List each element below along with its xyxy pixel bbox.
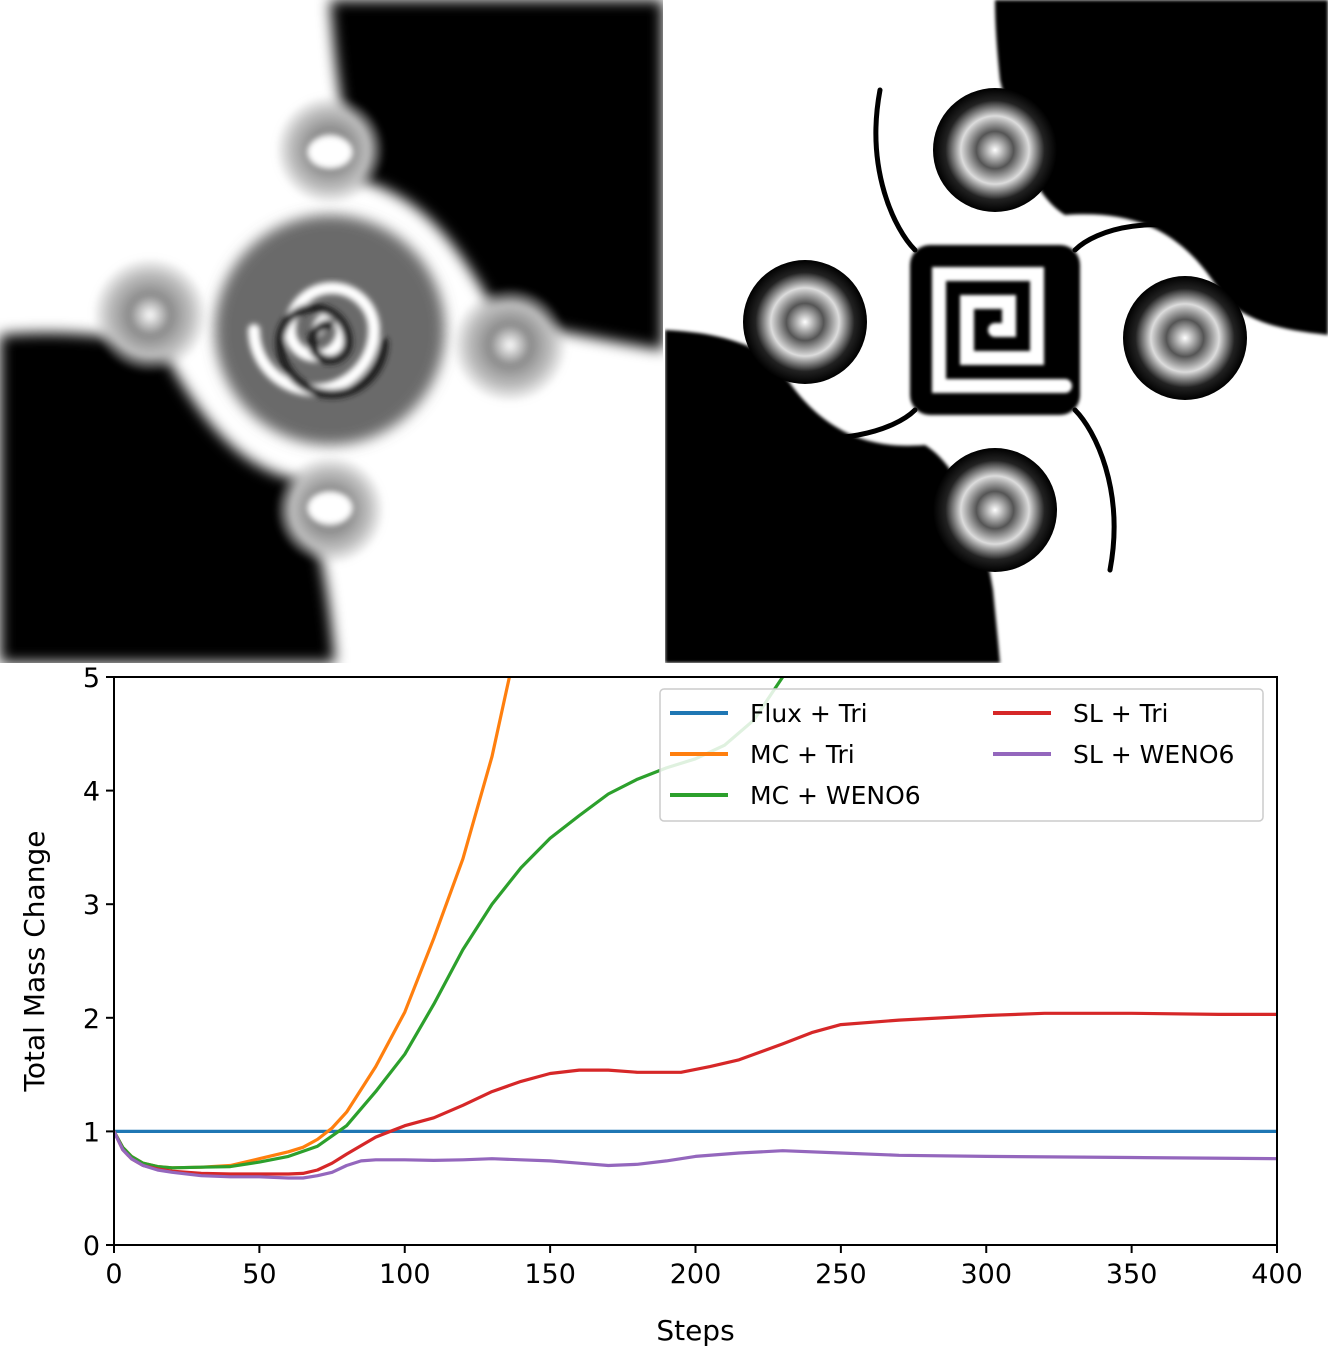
y-axis-label: Total Mass Change: [18, 831, 51, 1093]
mass-change-chart: 0 50 100 150 200 250 300 350 400 0 1 2 3 4 5 Steps Tot…: [18, 663, 1303, 1347]
legend-label-0: Flux + Tri: [750, 699, 868, 728]
x-tick-label: 100: [379, 1259, 431, 1290]
ticks-layer: 0 50 100 150 200 250 300 350 400 0 1 2 3 4 5: [83, 663, 1303, 1290]
y-tick-label: 3: [83, 890, 100, 921]
simulation-image-right: [665, 0, 1328, 663]
y-tick-label: 0: [83, 1231, 100, 1262]
x-tick-label: 400: [1251, 1259, 1303, 1290]
series-line-4: [114, 1130, 1277, 1180]
series-layer: [114, 677, 1277, 1180]
legend: Flux + Tri MC + Tri MC + WENO6 SL + Tri SL +…: [659, 688, 1264, 822]
x-tick-label: 150: [524, 1259, 576, 1290]
y-tick-label: 2: [83, 1004, 100, 1035]
x-tick-label: 200: [670, 1259, 722, 1290]
x-tick-label: 300: [960, 1259, 1012, 1290]
x-tick-label: 0: [105, 1259, 122, 1290]
series-line-3: [114, 1011, 1277, 1176]
x-tick-label: 50: [242, 1259, 276, 1290]
legend-label-1: MC + Tri: [750, 740, 855, 769]
legend-label-4: SL + WENO6: [1073, 740, 1234, 769]
x-tick-label: 350: [1106, 1259, 1158, 1290]
series-line-1: [114, 677, 511, 1170]
legend-label-3: SL + Tri: [1073, 699, 1168, 728]
simulation-panel-right: [665, 0, 1328, 663]
y-tick-label: 5: [83, 663, 100, 694]
x-axis-label: Steps: [656, 1314, 734, 1347]
y-tick-label: 4: [83, 777, 100, 808]
y-tick-label: 1: [83, 1117, 100, 1148]
series-line-2: [114, 677, 785, 1170]
simulation-image-left: [0, 0, 663, 663]
legend-label-2: MC + WENO6: [750, 781, 921, 810]
simulation-panel-left: [0, 0, 663, 663]
x-tick-label: 250: [815, 1259, 867, 1290]
legend-box: [659, 688, 1264, 822]
